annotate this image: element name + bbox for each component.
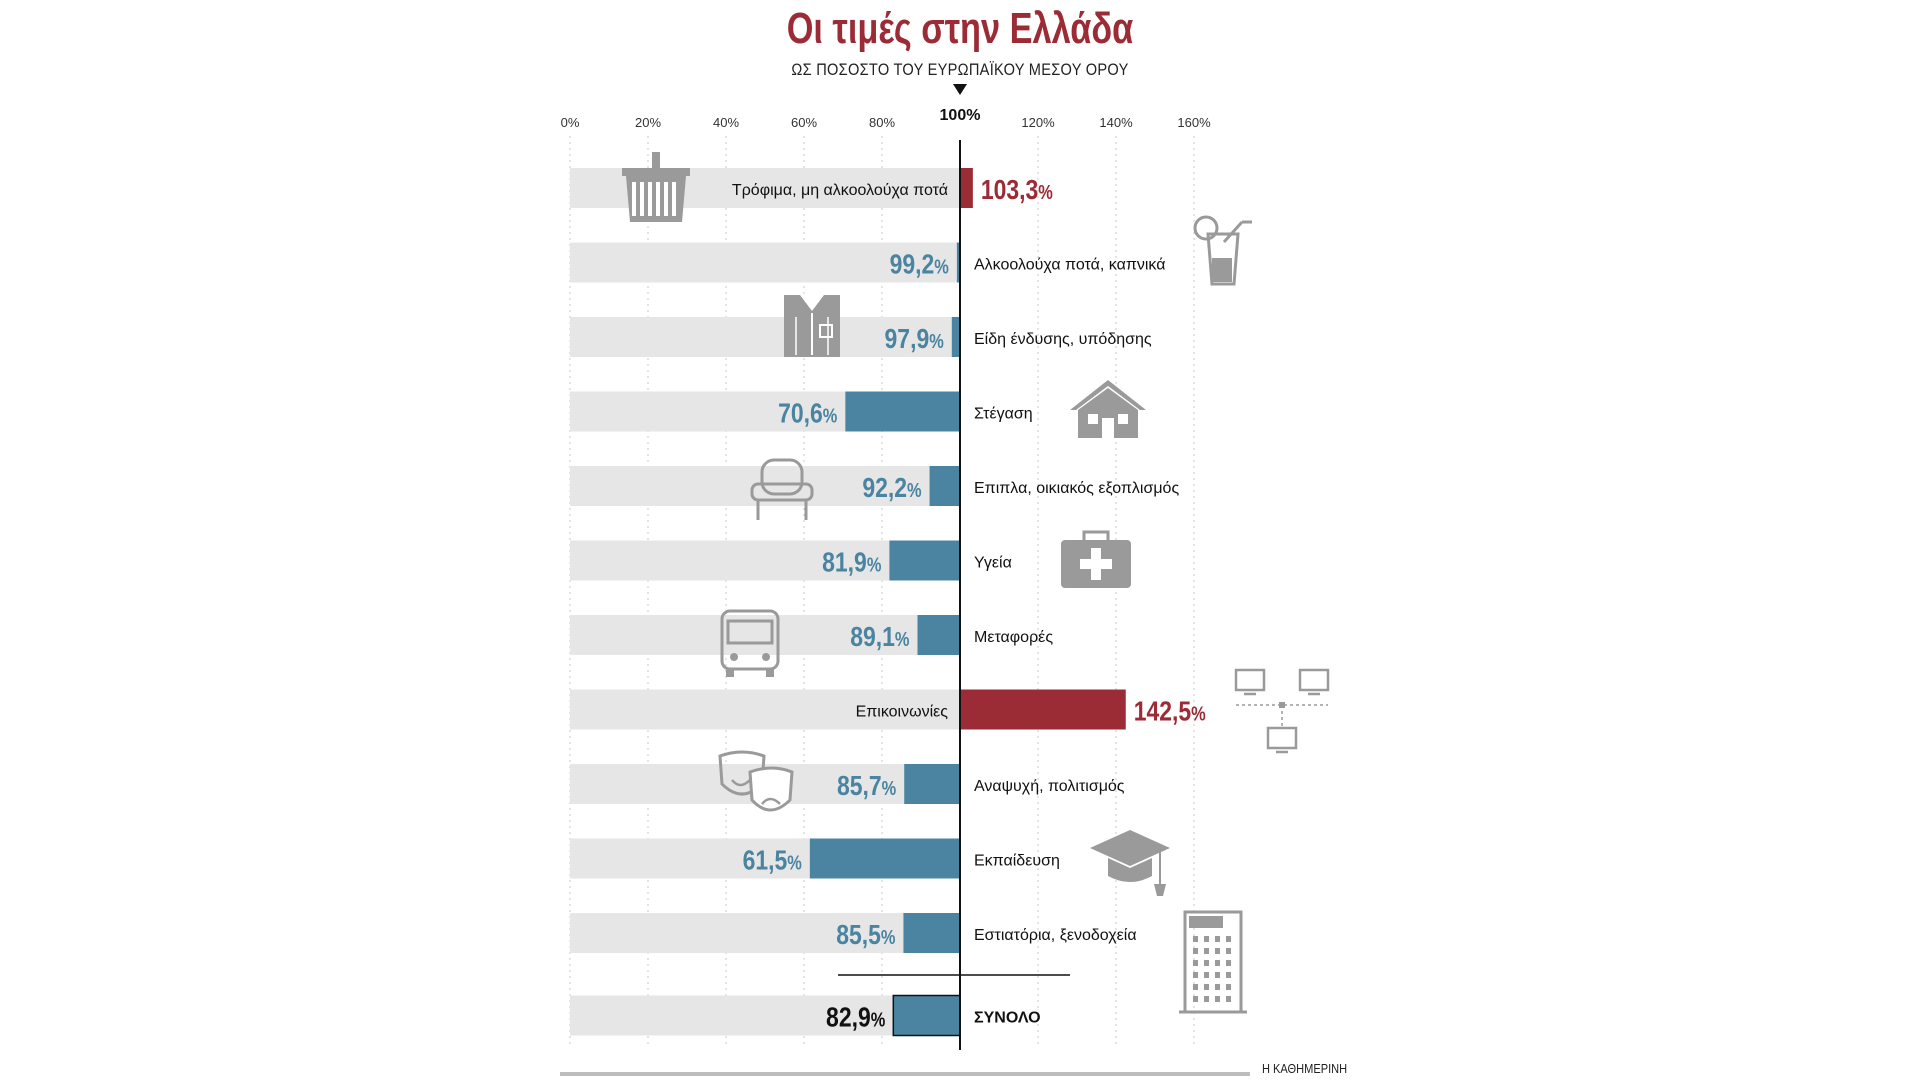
bar xyxy=(845,391,960,432)
category-label: Είδη ένδυσης, υπόδησης xyxy=(974,331,1152,348)
x-tick-label: 160% xyxy=(1177,115,1211,130)
x-tick-label: 60% xyxy=(791,115,817,130)
category-label: Στέγαση xyxy=(974,406,1033,423)
bus-icon xyxy=(720,609,780,677)
theater-masks-icon xyxy=(718,750,794,812)
house-icon xyxy=(1070,380,1146,438)
x-tick-label: 80% xyxy=(869,115,895,130)
category-label: Εστιατόρια, ξενοδοχεία xyxy=(974,927,1137,944)
category-label: Αλκοολούχα ποτά, καπνικά xyxy=(974,257,1165,274)
x-tick-label: 120% xyxy=(1021,115,1055,130)
bar xyxy=(951,317,960,357)
chart-subtitle: ΩΣ ΠΟΣΟΣΤΟ ΤΟΥ ΕΥΡΩΠΑΪΚΟΥ ΜΕΣΟΥ ΟΡΟΥ xyxy=(791,60,1129,79)
category-label: Επιπλα, οικιακός εξοπλισμός xyxy=(974,480,1179,497)
category-label: Αναψυχή, πολιτισμός xyxy=(974,778,1125,795)
shirt-icon xyxy=(784,295,840,357)
x-tick-label: 40% xyxy=(713,115,739,130)
track-layer xyxy=(570,168,960,1036)
baseline-label: 100% xyxy=(940,107,981,124)
bar xyxy=(960,689,1126,730)
value-label: 61,5% xyxy=(743,845,802,876)
x-tick-label: 0% xyxy=(561,115,580,130)
value-label: 85,5% xyxy=(836,920,895,951)
bar-track xyxy=(570,317,960,357)
bar xyxy=(892,994,961,1037)
value-label: 99,2% xyxy=(890,249,949,280)
value-label: 82,9% xyxy=(826,1002,885,1033)
first-aid-kit-icon xyxy=(1061,530,1131,588)
bar-layer xyxy=(809,168,1126,1037)
bar-track xyxy=(570,242,960,283)
bar xyxy=(929,466,960,506)
x-tick-label: 140% xyxy=(1099,115,1133,130)
category-label: Εκπαίδευση xyxy=(974,853,1060,870)
x-tick-label: 20% xyxy=(635,115,661,130)
category-label: Τρόφιμα, μη αλκοολούχα ποτά xyxy=(732,182,948,199)
total-label: ΣΥΝΟΛΟ xyxy=(974,1010,1041,1027)
value-label: 103,3% xyxy=(981,175,1053,206)
value-label: 142,5% xyxy=(1134,696,1206,727)
value-label: 89,1% xyxy=(850,622,909,653)
grid-layer: 0% 20% 40% 60% 80% 120% 140% 160% 100% xyxy=(561,84,1211,1045)
credit-text: Η ΚΑΘΗΜΕΡΙΝΗ xyxy=(1262,1061,1348,1076)
hotel-icon xyxy=(1179,910,1247,1014)
value-label: 85,7% xyxy=(837,771,896,802)
bar xyxy=(809,838,960,879)
value-label: 97,9% xyxy=(885,324,944,355)
value-label: 92,2% xyxy=(862,473,921,504)
baseline-marker xyxy=(953,84,967,95)
bar xyxy=(917,615,960,655)
chart-title: Οι τιμές στην Ελλάδα xyxy=(786,4,1134,53)
category-label: Επικοινωνίες xyxy=(856,704,949,721)
bar-track xyxy=(570,689,960,730)
basket-icon xyxy=(622,152,690,222)
bar-track xyxy=(570,913,960,953)
bar xyxy=(960,168,973,208)
armchair-icon xyxy=(750,458,814,520)
computer-network-icon xyxy=(1234,668,1330,754)
icon-layer xyxy=(622,152,1330,1014)
bar xyxy=(956,242,960,283)
bar xyxy=(904,764,960,804)
value-label: 70,6% xyxy=(778,398,837,429)
bar xyxy=(889,540,960,581)
bar xyxy=(903,913,960,953)
label-layer: 103,3% Τρόφιμα, μη αλκοολούχα ποτά 99,2% Αλ… xyxy=(560,140,1250,1076)
graduation-cap-icon xyxy=(1090,830,1170,896)
category-label: Μεταφορές xyxy=(974,629,1053,646)
value-label: 81,9% xyxy=(822,547,881,578)
category-label: Υγεία xyxy=(974,555,1012,572)
cocktail-glass-icon xyxy=(1193,215,1252,286)
